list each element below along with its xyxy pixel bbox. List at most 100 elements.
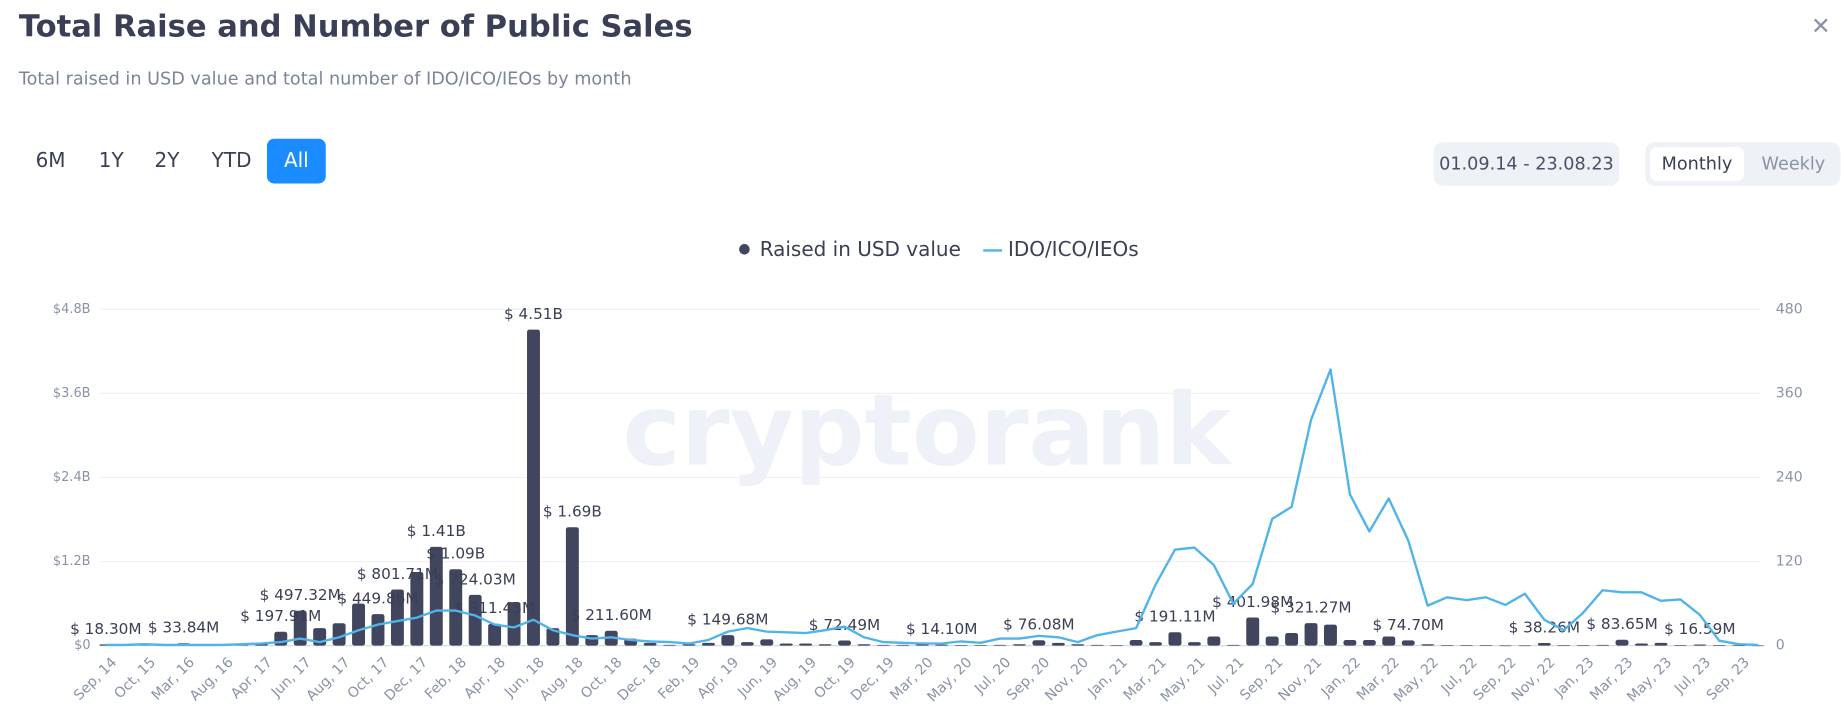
x-tick-label: Aug, 16	[187, 654, 237, 704]
legend-label: Raised in USD value	[760, 237, 961, 261]
bar	[1343, 640, 1357, 646]
y-tick-label: $4.8B	[53, 302, 91, 317]
bar	[1673, 645, 1687, 646]
bar	[1557, 645, 1571, 646]
data-label: $ 83.65M	[1586, 615, 1657, 633]
bar	[527, 329, 540, 646]
bar	[1090, 644, 1104, 646]
bar	[1635, 643, 1648, 646]
data-label: $ 497.32M	[260, 586, 341, 604]
bar	[1421, 644, 1435, 646]
bar	[1226, 644, 1240, 646]
bar	[954, 645, 968, 646]
bar	[993, 644, 1007, 646]
bar	[1479, 645, 1493, 647]
data-label: $ 1.41B	[407, 522, 466, 540]
range-button[interactable]: All	[266, 138, 326, 184]
range-button[interactable]: YTD	[211, 149, 252, 173]
data-label: $ 311.43M	[454, 599, 535, 617]
bar	[1382, 636, 1396, 646]
interval-button[interactable]: Weekly	[1761, 152, 1826, 175]
y-tick-label: $2.4B	[53, 470, 91, 485]
bar	[974, 645, 988, 646]
data-label: $ 801.71M	[357, 565, 438, 583]
x-tick-label: Apr, 17	[228, 655, 276, 703]
bar	[429, 546, 443, 646]
y2-tick-label: 240	[1776, 469, 1803, 485]
range-button[interactable]: 1Y	[98, 149, 124, 173]
data-label: $ 197.91M	[240, 607, 321, 625]
bar	[1518, 645, 1532, 647]
x-tick-label: Aug, 18	[537, 654, 587, 704]
x-tick-label: Apr, 19	[695, 655, 743, 703]
interval-button[interactable]: Monthly	[1649, 147, 1745, 182]
data-label: $ 401.98M	[1212, 593, 1293, 611]
bar	[1051, 642, 1065, 646]
data-label: $ 33.84M	[148, 619, 219, 637]
x-tick-label: Feb, 18	[422, 654, 470, 702]
data-label: $ 211.60M	[571, 606, 652, 624]
range-button[interactable]: 6M	[35, 149, 66, 173]
data-label: $ 1.09B	[426, 545, 485, 563]
bar	[799, 643, 813, 646]
data-label: $ 4.51B	[504, 305, 563, 323]
x-tick-label: Dec, 17	[382, 655, 432, 705]
x-tick-label: Sep, 14	[71, 655, 120, 704]
bar	[293, 610, 307, 646]
bar	[740, 642, 754, 646]
bar	[1207, 636, 1221, 646]
bar	[1285, 633, 1299, 646]
bar	[760, 639, 774, 646]
bar	[1440, 645, 1454, 646]
data-label: $ 76.08M	[1003, 616, 1074, 634]
bar	[1460, 645, 1474, 647]
data-label: $ 724.03M	[435, 570, 516, 588]
bar	[352, 603, 366, 646]
bar	[1110, 645, 1124, 646]
bar	[1324, 624, 1337, 646]
bar	[1362, 640, 1376, 646]
legend-label: IDO/ICO/IEOs	[1008, 237, 1139, 261]
bar	[721, 635, 735, 646]
date-range[interactable]: 01.09.14 - 23.08.23	[1433, 142, 1620, 186]
bar	[1401, 640, 1415, 646]
bar	[1246, 617, 1260, 646]
y-tick-label: $3.6B	[53, 386, 91, 401]
bar	[1129, 640, 1143, 646]
bar	[1187, 642, 1201, 646]
bar	[1032, 640, 1046, 646]
y-tick-label: $1.2B	[53, 554, 91, 569]
x-tick-label: Feb, 19	[655, 655, 703, 703]
bar	[1576, 645, 1590, 646]
bar	[779, 643, 793, 646]
y2-tick-label: 0	[1776, 638, 1785, 654]
bar	[1537, 642, 1551, 646]
bar	[410, 572, 424, 646]
line	[105, 368, 1759, 647]
x-tick-label: Aug, 19	[770, 655, 820, 705]
bar	[1012, 644, 1026, 646]
bar	[1654, 642, 1668, 646]
data-label: $ 38.26M	[1509, 618, 1580, 636]
data-label: $ 18.30M	[70, 620, 141, 638]
bar	[546, 628, 560, 646]
bar	[1265, 636, 1279, 646]
x-tick-label: Nov, 22	[1509, 655, 1559, 705]
bar	[896, 644, 910, 646]
range-button[interactable]: 2Y	[154, 149, 180, 173]
bar	[876, 644, 890, 646]
y2-tick-label: 120	[1776, 554, 1803, 570]
y-tick-label: $0	[74, 638, 90, 653]
legend: Raised in USD value IDO/ICO/IEOs	[739, 237, 1139, 261]
bar	[1732, 645, 1746, 647]
bar	[332, 623, 346, 646]
close-button[interactable]: ✕	[1811, 11, 1831, 40]
bar	[449, 569, 463, 646]
bar	[663, 644, 677, 646]
x-tick-label: Aug, 17	[304, 655, 354, 705]
bar	[1304, 623, 1318, 646]
x-tick-label: Apr, 18	[461, 654, 509, 702]
bar	[1615, 639, 1629, 646]
watermark: cryptorank	[622, 373, 1233, 488]
